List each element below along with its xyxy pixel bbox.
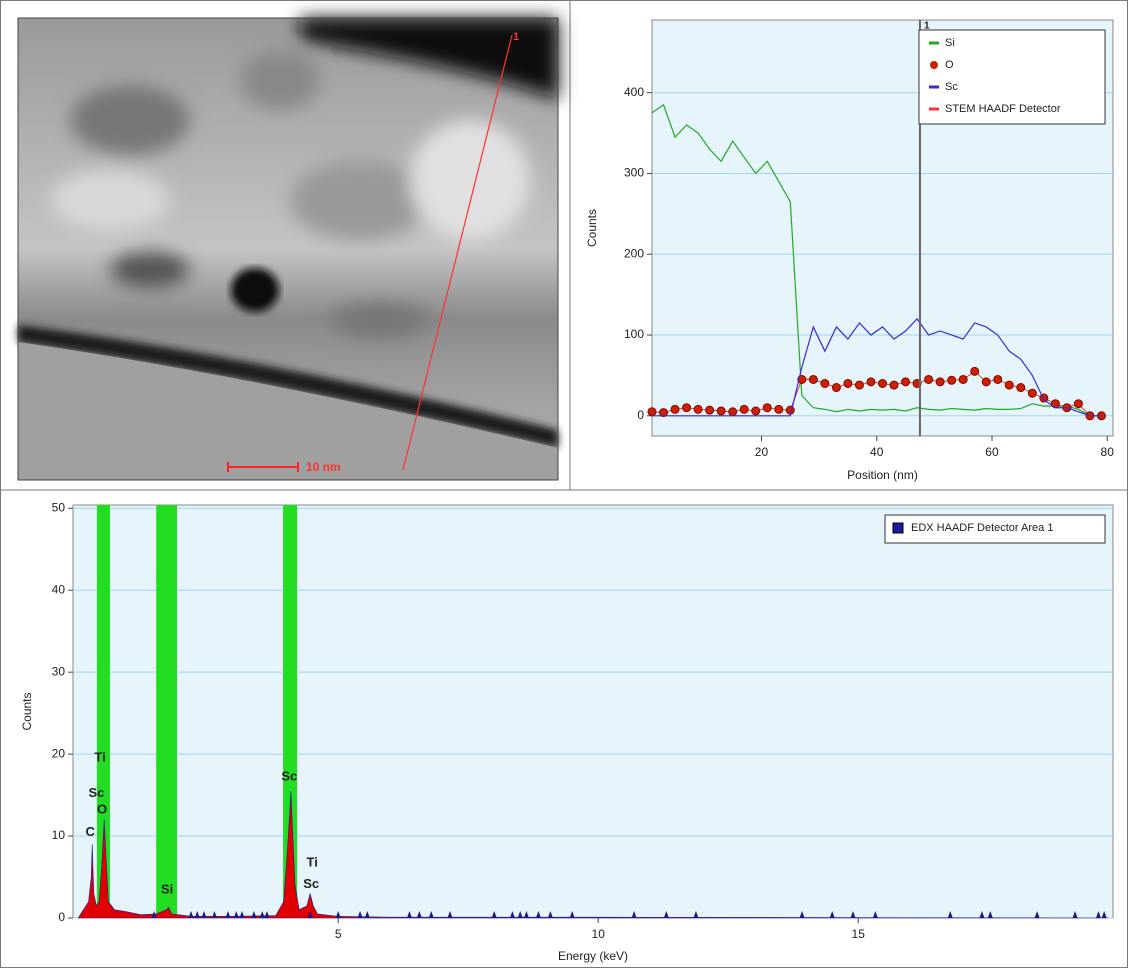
peak-label: Sc [88, 785, 104, 800]
data-point [1074, 400, 1082, 408]
data-point [729, 408, 737, 416]
data-point [1028, 389, 1036, 397]
legend-label: O [945, 59, 954, 71]
peak-label: Si [161, 882, 173, 897]
y-axis-label: Counts [585, 209, 599, 247]
peak-label: Ti [94, 750, 105, 765]
y-tick-label: 10 [52, 828, 66, 842]
y-tick-label: 100 [624, 327, 644, 341]
x-axis-label: Position (nm) [847, 468, 918, 482]
plot-area [73, 505, 1113, 918]
x-axis-label: Energy (keV) [558, 949, 628, 963]
data-point [683, 404, 691, 412]
data-point [890, 381, 898, 389]
y-tick-label: 40 [52, 582, 66, 596]
data-point [959, 375, 967, 383]
line-marker-label: 1 [513, 31, 519, 43]
data-point [994, 375, 1002, 383]
y-tick-label: 400 [624, 85, 644, 99]
y-tick-label: 200 [624, 246, 644, 260]
data-point [717, 407, 725, 415]
data-point [648, 408, 656, 416]
data-point [694, 405, 702, 413]
data-point [844, 379, 852, 387]
data-point [971, 367, 979, 375]
peak-label: Sc [303, 876, 319, 891]
legend-label: Sc [945, 81, 958, 93]
data-point [925, 375, 933, 383]
x-tick-label: 10 [592, 927, 606, 941]
data-point [879, 379, 887, 387]
x-tick-label: 60 [985, 445, 999, 459]
data-point [1040, 394, 1048, 402]
legend-label: EDX HAADF Detector Area 1 [911, 522, 1053, 534]
app-window: 1 10 nm 010020030040020406080Position (n… [0, 0, 1128, 968]
x-tick-label: 20 [755, 445, 769, 459]
stem-image [18, 18, 558, 480]
y-tick-label: 30 [52, 664, 66, 678]
data-point [706, 406, 714, 414]
y-tick-label: 0 [637, 408, 644, 422]
x-tick-label: 15 [852, 927, 866, 941]
data-point [936, 378, 944, 386]
peak-label: Ti [307, 855, 318, 870]
legend-swatch [893, 523, 903, 533]
peak-label: O [97, 801, 107, 816]
data-point [867, 378, 875, 386]
data-point [809, 375, 817, 383]
data-point [671, 405, 679, 413]
roi-band [156, 505, 177, 918]
data-point [832, 384, 840, 392]
data-point [902, 378, 910, 386]
y-tick-label: 0 [58, 910, 65, 924]
scale-bar-label: 10 nm [306, 460, 341, 474]
legend-label: STEM HAADF Detector [945, 103, 1061, 115]
data-point [740, 405, 748, 413]
legend-swatch [930, 61, 938, 69]
data-point [821, 379, 829, 387]
peak-label: C [85, 824, 95, 839]
data-point [763, 404, 771, 412]
legend-label: Si [945, 37, 955, 49]
data-point [752, 407, 760, 415]
y-tick-label: 50 [52, 500, 66, 514]
x-tick-label: 40 [870, 445, 884, 459]
peak-label: Sc [281, 768, 297, 783]
data-point [775, 405, 783, 413]
data-point [948, 376, 956, 384]
y-axis-label: Counts [20, 692, 34, 730]
data-point [1005, 381, 1013, 389]
y-tick-label: 20 [52, 746, 66, 760]
y-tick-label: 300 [624, 166, 644, 180]
data-point [855, 381, 863, 389]
data-point [982, 378, 990, 386]
x-tick-label: 80 [1101, 445, 1115, 459]
data-point [786, 406, 794, 414]
data-point [1017, 384, 1025, 392]
x-tick-label: 5 [335, 927, 342, 941]
